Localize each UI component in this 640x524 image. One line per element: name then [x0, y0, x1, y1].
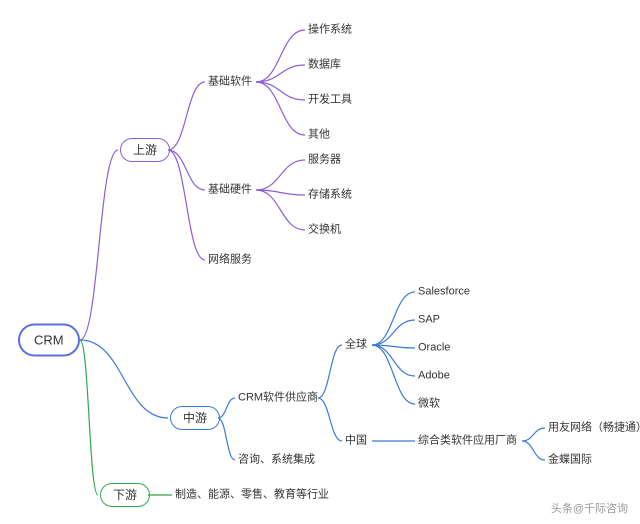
watermark: 头条@千际咨询 — [551, 500, 628, 516]
leaf-node: 金蝶国际 — [548, 455, 592, 466]
leaf-node: 全球 — [345, 340, 367, 351]
leaf-node: Adobe — [418, 371, 450, 382]
root-node: CRM — [18, 324, 80, 357]
leaf-node: 用友网络（畅捷通） — [548, 423, 640, 434]
leaf-node: 制造、能源、零售、教育等行业 — [175, 490, 329, 501]
branch-node-upstream: 上游 — [120, 138, 170, 162]
leaf-node: 综合类软件应用厂商 — [418, 436, 517, 447]
leaf-node: 开发工具 — [308, 95, 352, 106]
leaf-node: 服务器 — [308, 155, 341, 166]
leaf-node: 咨询、系统集成 — [238, 455, 315, 466]
leaf-node: SAP — [418, 315, 440, 326]
leaf-node: 数据库 — [308, 60, 341, 71]
leaf-node: 交换机 — [308, 225, 341, 236]
leaf-node: CRM软件供应商 — [238, 393, 318, 404]
leaf-node: 存储系统 — [308, 190, 352, 201]
leaf-node: Salesforce — [418, 287, 470, 298]
branch-node-midstream: 中游 — [170, 406, 220, 430]
leaf-node: 操作系统 — [308, 25, 352, 36]
leaf-node: 其他 — [308, 130, 330, 141]
leaf-node: 中国 — [345, 436, 367, 447]
leaf-node: 微软 — [418, 399, 440, 410]
leaf-node: 网络服务 — [208, 255, 252, 266]
leaf-node: 基础硬件 — [208, 185, 252, 196]
mindmap-edges — [0, 0, 640, 524]
leaf-node: Oracle — [418, 343, 450, 354]
leaf-node: 基础软件 — [208, 77, 252, 88]
branch-node-downstream: 下游 — [100, 483, 150, 507]
